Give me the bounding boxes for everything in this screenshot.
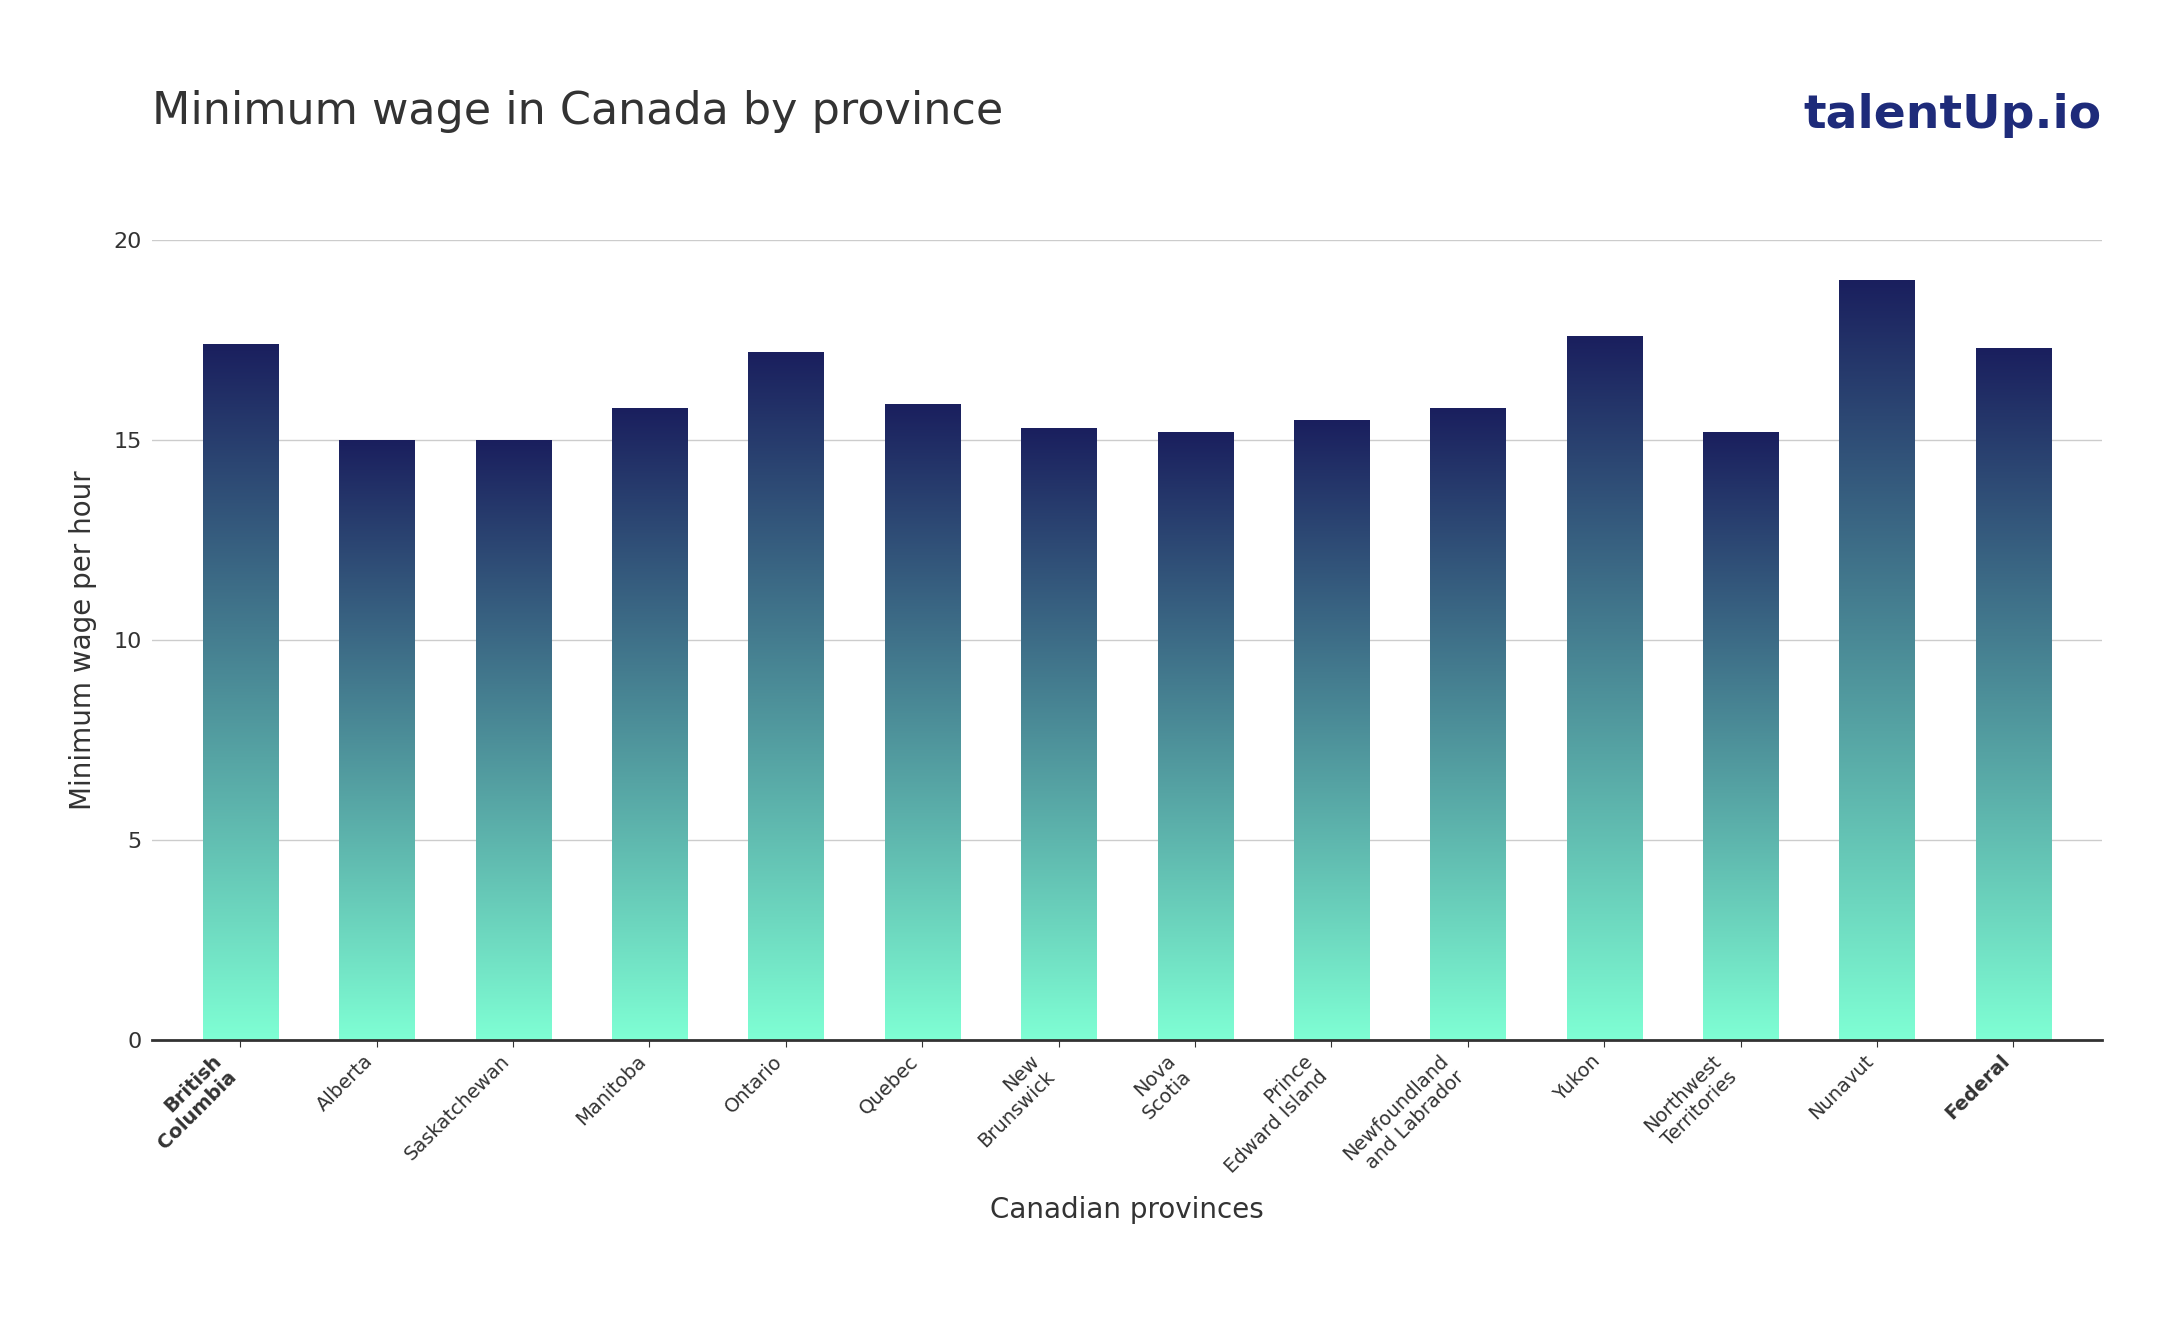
Y-axis label: Minimum wage per hour: Minimum wage per hour [69,471,98,809]
X-axis label: Canadian provinces: Canadian provinces [990,1197,1263,1225]
Text: talentUp.io: talentUp.io [1803,93,2102,139]
Text: Minimum wage in Canada by province: Minimum wage in Canada by province [152,91,1003,133]
